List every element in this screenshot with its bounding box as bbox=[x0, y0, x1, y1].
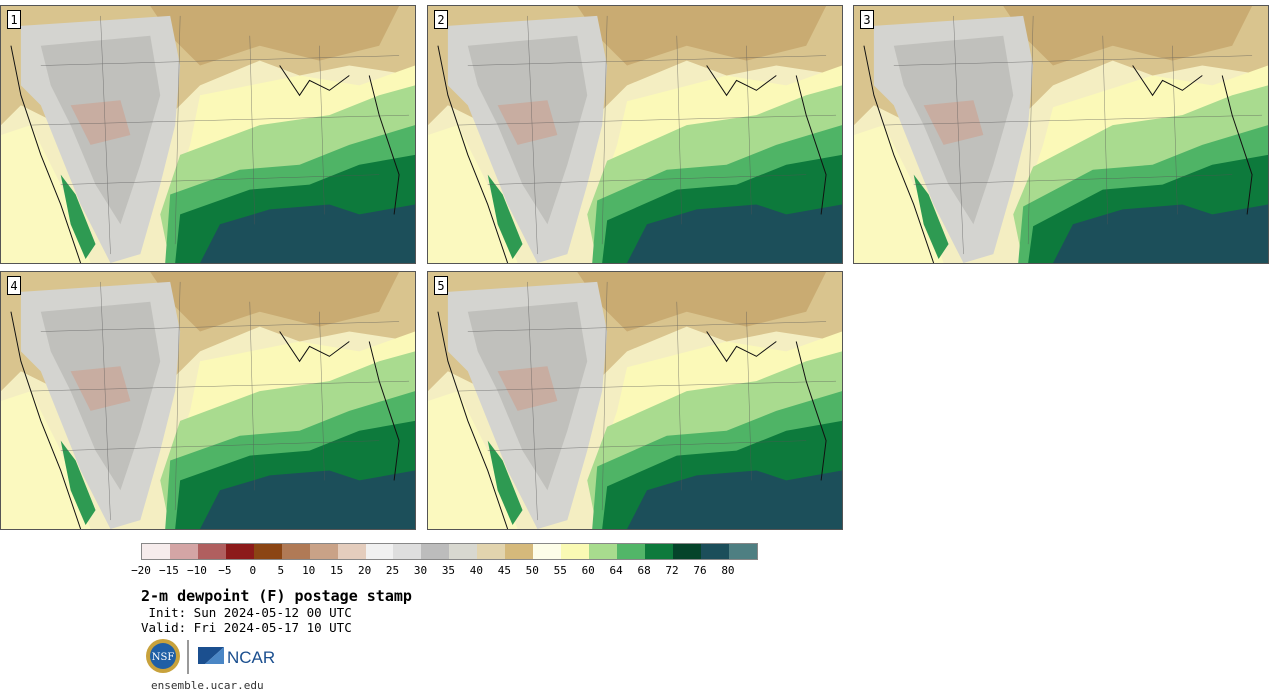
valid-time: Valid: Fri 2024-05-17 10 UTC bbox=[141, 620, 352, 635]
site-url[interactable]: ensemble.ucar.edu bbox=[151, 679, 264, 692]
colorbar-tick-label: 64 bbox=[609, 564, 623, 577]
colorbar-swatch bbox=[561, 544, 589, 559]
colorbar-swatch bbox=[337, 544, 366, 559]
colorbar-tick-label: 25 bbox=[385, 564, 400, 577]
map-panel: 2 bbox=[427, 5, 843, 264]
colorbar-swatch bbox=[281, 544, 310, 559]
colorbar-swatch bbox=[533, 544, 562, 559]
colorbar-swatch bbox=[197, 544, 226, 559]
colorbar-tick-label: −10 bbox=[186, 564, 207, 577]
colorbar-tick-label: 10 bbox=[302, 564, 316, 577]
colorbar-swatch bbox=[644, 544, 673, 559]
ncar-logo-text: NCAR bbox=[227, 648, 275, 667]
colorbar-tick-label: 40 bbox=[469, 564, 484, 577]
colorbar-swatch bbox=[672, 544, 701, 559]
colorbar-tick-label: 72 bbox=[665, 564, 679, 577]
colorbar-tick-label: 60 bbox=[581, 564, 595, 577]
nsf-logo-text: NSF bbox=[152, 652, 175, 663]
panel-number: 1 bbox=[7, 10, 21, 29]
panel-number: 4 bbox=[7, 276, 21, 295]
colorbar-swatch bbox=[253, 544, 282, 559]
dewpoint-map bbox=[428, 6, 842, 263]
colorbar-tick-label: −5 bbox=[218, 564, 232, 577]
colorbar-swatch bbox=[589, 544, 617, 559]
colorbar-swatch bbox=[616, 544, 645, 559]
colorbar-tick-label: 0 bbox=[249, 564, 257, 577]
map-panel: 4 bbox=[0, 271, 416, 530]
colorbar-swatch bbox=[449, 544, 478, 559]
nsf-logo-icon: NSF NCAR bbox=[146, 639, 275, 674]
dewpoint-map bbox=[1, 6, 415, 263]
dewpoint-map bbox=[428, 272, 842, 529]
colorbar-tick-label: 20 bbox=[357, 564, 372, 577]
colorbar-tick-label: 55 bbox=[553, 564, 567, 577]
init-time: Init: Sun 2024-05-12 00 UTC bbox=[141, 605, 352, 620]
colorbar-swatch bbox=[169, 544, 198, 559]
panel-number: 5 bbox=[434, 276, 448, 295]
colorbar-tick-label: 45 bbox=[497, 564, 511, 577]
colorbar-swatch bbox=[309, 544, 338, 559]
map-panel: 3 bbox=[853, 5, 1269, 264]
colorbar-tick-label: 68 bbox=[637, 564, 651, 577]
colorbar bbox=[141, 543, 758, 560]
colorbar-swatch bbox=[393, 544, 422, 559]
panel-number: 3 bbox=[860, 10, 874, 29]
colorbar-tick-label: −20 bbox=[131, 564, 151, 577]
colorbar-tick-label: 76 bbox=[693, 564, 707, 577]
colorbar-swatch bbox=[225, 544, 254, 559]
chart-title: 2-m dewpoint (F) postage stamp bbox=[141, 587, 412, 605]
colorbar-swatch bbox=[421, 544, 450, 559]
panel-number: 2 bbox=[434, 10, 448, 29]
colorbar-swatch bbox=[365, 544, 394, 559]
colorbar-swatch bbox=[477, 544, 506, 559]
colorbar-tick-label: 15 bbox=[330, 564, 344, 577]
colorbar-tick-label: 5 bbox=[277, 564, 285, 577]
colorbar-tick-label: −15 bbox=[159, 564, 179, 577]
colorbar-tick-label: 50 bbox=[525, 564, 539, 577]
colorbar-tick-label: 30 bbox=[413, 564, 428, 577]
dewpoint-map bbox=[854, 6, 1268, 263]
colorbar-tick-labels: −20 −15 −10 −5 0 5 10 15 20 25 30 35 40 45 50 55 60 64 68 7… bbox=[131, 564, 756, 578]
logos: NSF NCAR bbox=[145, 637, 275, 677]
map-panel: 1 bbox=[0, 5, 416, 264]
colorbar-swatch bbox=[142, 544, 170, 559]
colorbar-swatch bbox=[728, 544, 757, 559]
map-panel: 5 bbox=[427, 271, 843, 530]
colorbar-swatch bbox=[505, 544, 534, 559]
dewpoint-map bbox=[1, 272, 415, 529]
colorbar-tick-label: 80 bbox=[721, 564, 735, 577]
colorbar-tick-label: 35 bbox=[441, 564, 456, 577]
colorbar-swatch bbox=[700, 544, 729, 559]
